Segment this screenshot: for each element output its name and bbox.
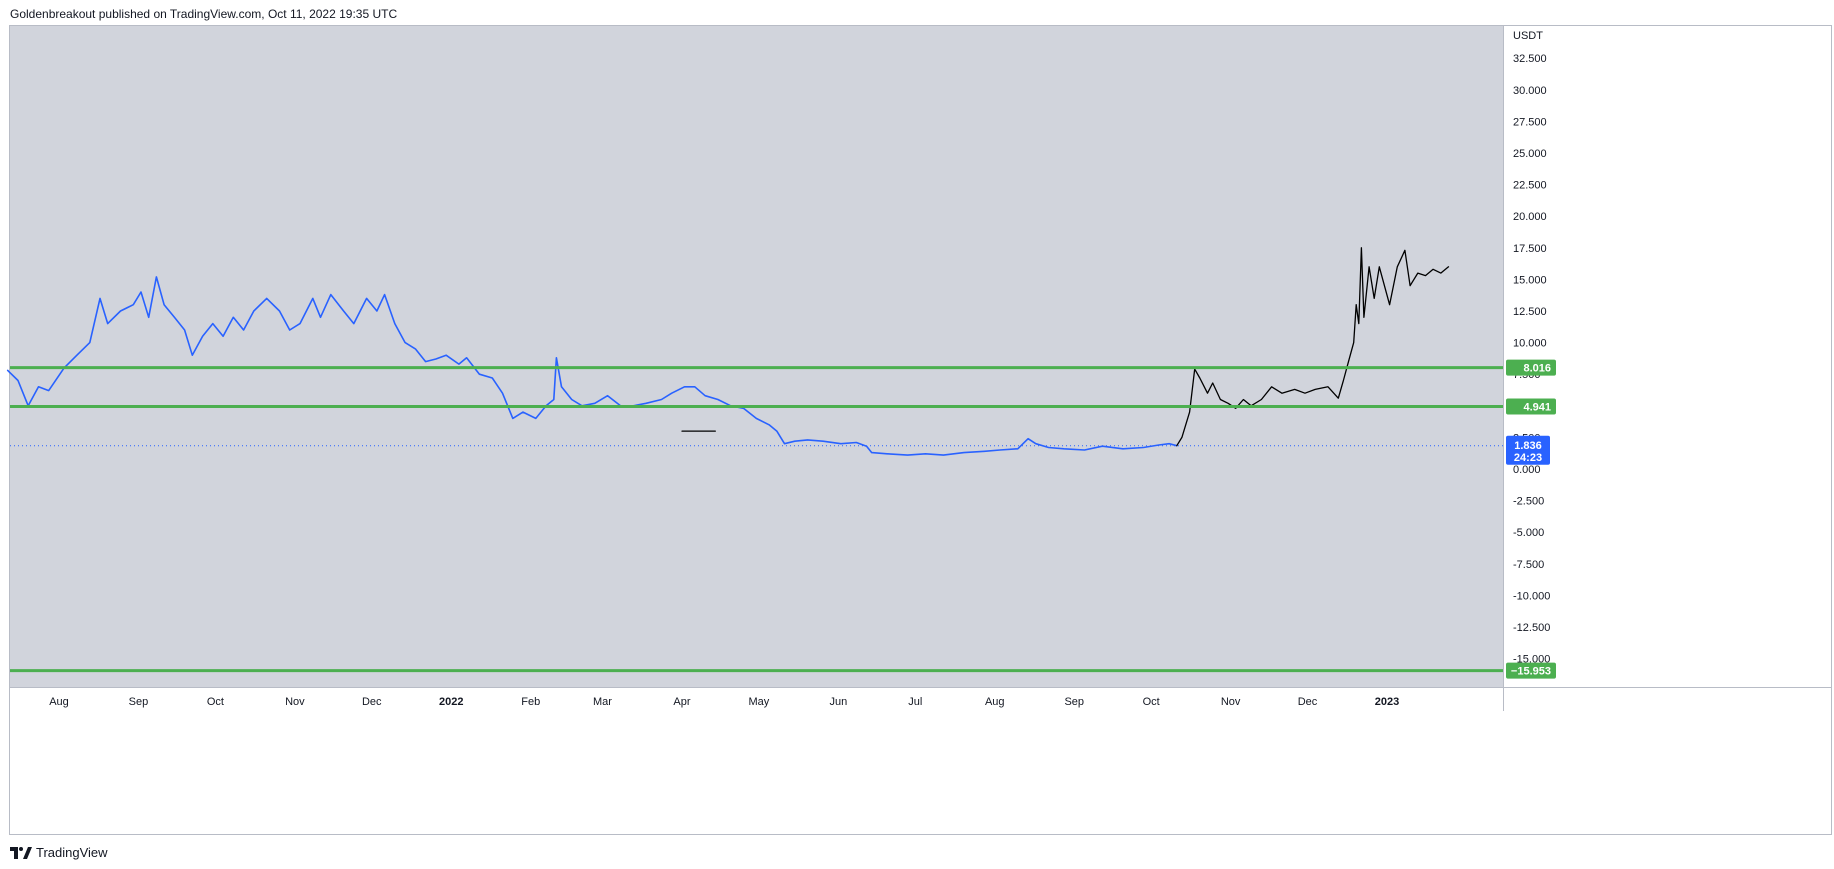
x-tick-label: Sep (1064, 696, 1084, 708)
y-tick-label: 10.000 (1513, 338, 1547, 350)
price-axis[interactable]: 32.500 30.000 27.500 25.000 22.500 20.000 17.5… (1513, 53, 1550, 665)
chart-frame (9, 25, 1832, 835)
x-tick-label: Oct (207, 696, 224, 708)
y-tick-label: 17.500 (1513, 243, 1547, 255)
y-tick-label: -15.000 (1513, 654, 1550, 666)
level-lines[interactable] (10, 366, 1503, 673)
x-tick-label: Dec (362, 696, 382, 708)
y-tick-label: 0.000 (1513, 464, 1541, 476)
x-tick-label: Mar (593, 696, 612, 708)
x-tick-label: Nov (1221, 696, 1241, 708)
y-tick-label: -7.500 (1513, 559, 1544, 571)
current-price-tag (1506, 435, 1550, 465)
y-tick-label: -2.500 (1513, 496, 1544, 508)
series-layer (6, 247, 1450, 456)
price-series-line (6, 276, 1178, 456)
x-tick-label: Dec (1298, 696, 1318, 708)
x-tick-label: May (749, 696, 770, 708)
y-tick-label: -10.000 (1513, 590, 1550, 602)
y-tick-label: -12.500 (1513, 622, 1550, 634)
plot-area[interactable] (10, 26, 1503, 687)
level-price-tag (1506, 398, 1556, 415)
y-tick-label: 25.000 (1513, 148, 1547, 160)
x-tick-label: 2022 (439, 696, 463, 708)
x-tick-label: Jun (829, 696, 847, 708)
level-price-tag (1506, 359, 1556, 376)
footer-brand[interactable]: TradingView (10, 845, 108, 860)
time-axis[interactable]: Aug Sep Oct Nov Dec 2022 Feb Mar Apr May Jun Jul Aug… (49, 696, 1399, 708)
x-tick-label: Aug (985, 696, 1005, 708)
x-tick-label: Jul (908, 696, 922, 708)
y-tick-label: 12.500 (1513, 306, 1547, 318)
projection-line (1176, 247, 1450, 447)
x-tick-label: Feb (521, 696, 540, 708)
x-tick-label: Apr (673, 696, 690, 708)
level-price-tag-label: 4.941 (1523, 402, 1551, 414)
x-tick-label: Aug (49, 696, 69, 708)
y-tick-label: 20.000 (1513, 211, 1547, 223)
y-tick-label: -5.000 (1513, 527, 1544, 539)
x-tick-label: 2023 (1375, 696, 1399, 708)
y-tick-label: 27.500 (1513, 116, 1547, 128)
bar-countdown-label: 24:23 (1514, 452, 1542, 464)
current-price-label: 1.836 (1514, 440, 1542, 452)
x-tick-label: Nov (285, 696, 305, 708)
y-tick-label: 30.000 (1513, 85, 1547, 97)
publication-attribution: Goldenbreakout published on TradingView.… (10, 7, 398, 21)
x-tick-label: Oct (1143, 696, 1160, 708)
y-tick-label: 22.500 (1513, 180, 1547, 192)
level-price-tag (1506, 662, 1556, 679)
level-price-tag-label: −15.953 (1511, 666, 1551, 678)
y-tick-label: 15.000 (1513, 274, 1547, 286)
tradingview-logo-icon (10, 846, 32, 859)
footer-brand-label: TradingView (36, 845, 108, 860)
level-price-tag-label: 8.016 (1523, 363, 1551, 375)
currency-label: USDT (1513, 30, 1543, 42)
x-tick-label: Sep (129, 696, 149, 708)
y-tick-label: 32.500 (1513, 53, 1547, 65)
